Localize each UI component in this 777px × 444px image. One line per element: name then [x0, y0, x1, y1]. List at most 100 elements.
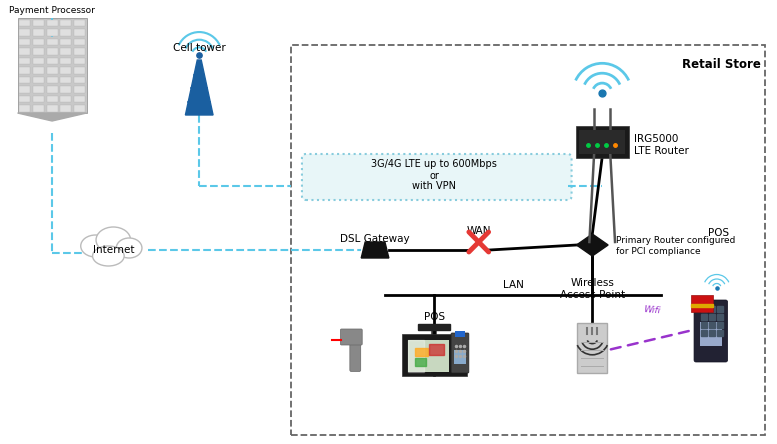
Bar — [61, 77, 71, 83]
FancyBboxPatch shape — [451, 333, 469, 373]
Text: DSL Gateway: DSL Gateway — [340, 234, 409, 244]
Bar — [19, 58, 30, 64]
Bar — [47, 77, 57, 83]
Bar — [75, 58, 85, 64]
Polygon shape — [408, 340, 424, 372]
Text: Payment Processor: Payment Processor — [9, 6, 95, 15]
Bar — [19, 96, 30, 103]
Bar — [33, 29, 44, 36]
Polygon shape — [691, 295, 713, 312]
Bar — [61, 48, 71, 55]
Polygon shape — [691, 304, 713, 307]
Polygon shape — [415, 358, 427, 366]
FancyBboxPatch shape — [577, 323, 607, 373]
Bar — [61, 96, 71, 103]
Text: with VPN: with VPN — [413, 181, 456, 191]
FancyBboxPatch shape — [576, 126, 629, 158]
Bar — [419, 324, 450, 330]
Bar — [75, 67, 85, 74]
FancyBboxPatch shape — [302, 154, 572, 200]
Polygon shape — [716, 322, 723, 328]
Bar — [75, 87, 85, 93]
Text: LAN: LAN — [503, 280, 524, 290]
Bar — [47, 58, 57, 64]
Bar — [19, 67, 30, 74]
Bar — [33, 67, 44, 74]
Bar — [19, 87, 30, 93]
Bar — [33, 58, 44, 64]
Polygon shape — [716, 314, 723, 320]
Bar — [47, 48, 57, 55]
Polygon shape — [18, 113, 87, 121]
FancyBboxPatch shape — [455, 331, 465, 337]
Bar — [61, 29, 71, 36]
Text: Retail Store: Retail Store — [682, 58, 761, 71]
Text: 3G/4G LTE up to 600Mbps: 3G/4G LTE up to 600Mbps — [371, 159, 497, 169]
Text: WAN: WAN — [466, 226, 491, 236]
FancyBboxPatch shape — [580, 130, 625, 154]
Text: POS: POS — [708, 228, 730, 238]
Text: POS: POS — [423, 312, 445, 322]
Polygon shape — [430, 344, 444, 355]
Bar — [75, 77, 85, 83]
Polygon shape — [716, 306, 723, 312]
Polygon shape — [701, 314, 707, 320]
Bar — [75, 20, 85, 27]
Bar — [61, 87, 71, 93]
Ellipse shape — [81, 235, 110, 257]
Bar — [75, 39, 85, 45]
Bar — [75, 106, 85, 112]
Text: Internet: Internet — [92, 245, 134, 255]
Bar — [33, 96, 44, 103]
Bar — [19, 20, 30, 27]
Polygon shape — [701, 330, 707, 336]
Polygon shape — [415, 348, 428, 356]
Bar — [19, 48, 30, 55]
Text: Cell tower: Cell tower — [172, 43, 225, 53]
Polygon shape — [709, 330, 715, 336]
Bar — [47, 67, 57, 74]
FancyBboxPatch shape — [350, 344, 361, 372]
Polygon shape — [709, 322, 715, 328]
Bar — [19, 29, 30, 36]
Text: Primary Router configured
for PCI compliance: Primary Router configured for PCI compli… — [616, 236, 735, 256]
Polygon shape — [709, 314, 715, 320]
Text: IRG5000
LTE Router: IRG5000 LTE Router — [634, 134, 688, 156]
Bar — [33, 87, 44, 93]
Polygon shape — [577, 234, 608, 256]
Ellipse shape — [117, 238, 142, 258]
Bar — [75, 96, 85, 103]
Text: Wifi: Wifi — [643, 305, 660, 315]
Bar — [75, 48, 85, 55]
FancyBboxPatch shape — [700, 322, 722, 346]
FancyBboxPatch shape — [454, 350, 466, 364]
Bar — [33, 20, 44, 27]
Bar — [33, 39, 44, 45]
FancyBboxPatch shape — [694, 300, 727, 362]
Text: or: or — [430, 171, 439, 181]
Polygon shape — [716, 330, 723, 336]
Bar — [18, 18, 87, 113]
FancyBboxPatch shape — [408, 340, 449, 372]
Bar — [61, 67, 71, 74]
Text: Wireless
Access Point: Wireless Access Point — [559, 278, 625, 300]
Polygon shape — [186, 60, 213, 115]
Bar — [47, 87, 57, 93]
Bar — [61, 20, 71, 27]
Bar — [61, 39, 71, 45]
Ellipse shape — [92, 246, 124, 266]
Bar — [33, 77, 44, 83]
Bar — [33, 106, 44, 112]
Bar — [47, 20, 57, 27]
Bar — [47, 39, 57, 45]
Bar — [75, 29, 85, 36]
FancyBboxPatch shape — [402, 334, 467, 376]
Polygon shape — [361, 242, 388, 258]
Ellipse shape — [96, 227, 131, 253]
Bar — [33, 48, 44, 55]
Polygon shape — [709, 306, 715, 312]
Polygon shape — [701, 306, 707, 312]
Bar — [47, 29, 57, 36]
Bar — [19, 77, 30, 83]
FancyBboxPatch shape — [340, 329, 362, 345]
